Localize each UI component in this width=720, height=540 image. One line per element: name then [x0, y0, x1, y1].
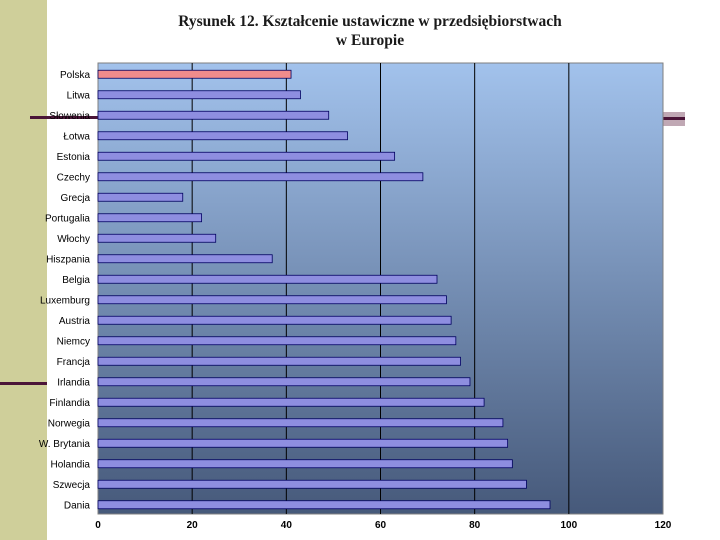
chart-title-line-2: w Europie: [335, 32, 405, 49]
x-tick-label-40: 40: [281, 520, 293, 531]
bar-2: [97, 110, 330, 120]
decor-line-left: [0, 382, 47, 385]
bar-13: [97, 336, 457, 346]
category-label-1: Litwa: [67, 90, 91, 101]
category-label-20: Szwecja: [53, 480, 91, 491]
chart-title-line-1: Rysunek 12. Kształcenie ustawiczne w prz…: [178, 13, 562, 30]
category-label-13: Niemcy: [57, 336, 90, 347]
category-label-19: Holandia: [51, 459, 91, 470]
category-label-2: Słowenia: [49, 111, 90, 122]
bar-19: [97, 459, 513, 469]
category-label-16: Finlandia: [49, 398, 90, 409]
bar-15: [97, 377, 471, 387]
x-tick-label-20: 20: [187, 520, 199, 531]
category-label-8: Włochy: [57, 234, 90, 245]
category-label-9: Hiszpania: [46, 254, 90, 265]
bar-3: [97, 131, 348, 141]
x-tick-label-80: 80: [469, 520, 481, 531]
bar-11: [97, 295, 447, 305]
category-label-7: Portugalia: [45, 213, 90, 224]
bar-10: [97, 274, 438, 284]
category-label-21: Dania: [64, 500, 91, 511]
bar-8: [97, 233, 217, 243]
category-label-15: Irlandia: [57, 377, 90, 388]
bar-5: [97, 172, 424, 182]
category-labels: Polska Litwa Słowenia Łotwa Estonia Czechy Gre…: [39, 70, 91, 512]
x-tick-label-0: 0: [95, 520, 101, 531]
category-label-12: Austria: [59, 316, 91, 327]
category-label-11: Luxemburg: [40, 295, 90, 306]
bar-18: [97, 438, 509, 448]
category-label-17: Norwegia: [48, 418, 91, 429]
bar-14: [97, 356, 461, 366]
bar-1: [97, 90, 301, 100]
category-label-0: Polska: [60, 70, 90, 81]
category-label-4: Estonia: [57, 152, 91, 163]
x-tick-labels: 0 20 40 60 80 100 120: [95, 520, 672, 531]
category-label-10: Belgia: [62, 275, 90, 286]
x-tick-label-120: 120: [655, 520, 672, 531]
category-label-14: Francja: [57, 357, 91, 368]
category-label-18: W. Brytania: [39, 439, 91, 450]
bar-21: [97, 500, 551, 510]
side-decor-strip: [0, 0, 47, 540]
category-label-3: Łotwa: [63, 131, 90, 142]
bar-6: [97, 192, 184, 202]
chart-title: Rysunek 12. Kształcenie ustawiczne w prz…: [100, 12, 640, 50]
bar-20: [97, 479, 527, 489]
x-tick-label-60: 60: [375, 520, 387, 531]
bars: [97, 69, 551, 510]
bar-7: [97, 213, 202, 223]
bar-17: [97, 418, 504, 428]
decor-line-mid: [30, 116, 100, 119]
category-label-6: Grecja: [61, 193, 91, 204]
decor-line-right: [662, 117, 685, 120]
bar-16: [97, 397, 485, 407]
category-label-5: Czechy: [57, 172, 90, 183]
bar-12: [97, 315, 452, 325]
bar-0: [97, 69, 292, 79]
bar-4: [97, 151, 396, 161]
x-tick-label-100: 100: [560, 520, 577, 531]
bar-9: [97, 254, 273, 264]
